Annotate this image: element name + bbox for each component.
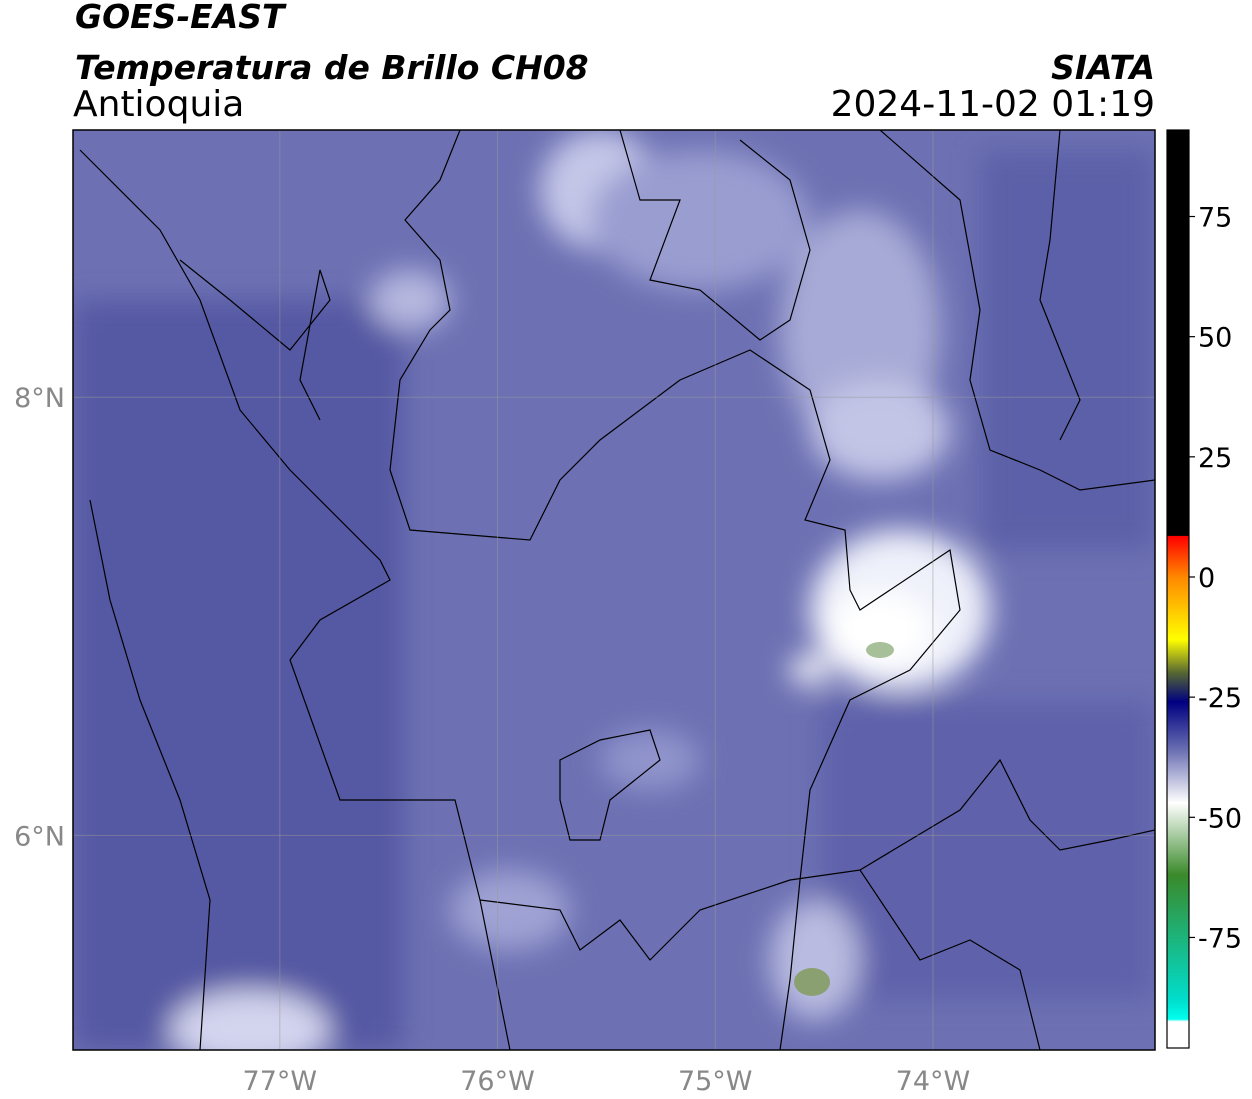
lat-tick-label: 8°N [14,383,65,414]
colorbar-tick-label: -50 [1198,803,1242,834]
colorbar [1166,129,1190,1049]
graticule [73,130,1155,1050]
satellite-image [73,130,1155,1050]
colorbar-tick-label: 0 [1198,563,1215,594]
colorbar-tick-label: -75 [1198,923,1242,954]
colorbar-tick-label: 50 [1198,323,1232,354]
map-frame [72,129,1156,1051]
datetime: 2024-11-02 01:19 [831,84,1155,125]
colorbar-tick-label: -25 [1198,683,1242,714]
subtitle: Temperatura de Brillo CH08 [75,48,589,87]
colorbar-tick-label: 75 [1198,203,1232,234]
region: Antioquia [73,84,244,125]
lon-tick-label: 74°W [896,1066,971,1097]
lon-tick-label: 77°W [243,1066,318,1097]
colorbar-tick-label: 25 [1198,443,1232,474]
source: SIATA [1051,48,1155,87]
lon-tick-label: 76°W [460,1066,535,1097]
lat-tick-label: 6°N [14,821,65,852]
title: GOES-EAST [75,0,287,36]
lon-tick-label: 75°W [678,1066,753,1097]
